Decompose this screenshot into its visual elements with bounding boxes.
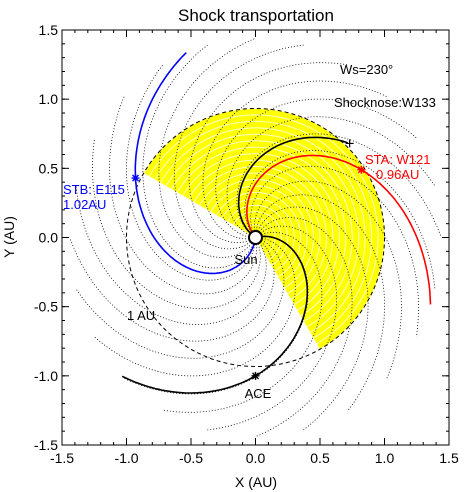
y-tick-label: 0.0 [39,230,59,246]
shock-ring [154,120,373,339]
background-spiral [69,237,275,342]
shock-ring [215,191,302,278]
shock-ring [148,114,379,345]
background-spiral [109,96,258,295]
sun-marker [248,230,263,245]
background-spiral [173,44,304,250]
background-spiral [215,98,417,238]
stb-marker [131,174,140,183]
sta-label-line2: 0.96AU [376,167,419,182]
shock-ring [160,127,366,333]
sta-spiral [246,154,432,305]
x-tick-label: 0.5 [310,450,330,466]
shocknose-spiral [237,136,348,234]
background-spiral [94,237,296,377]
shock-ring [165,133,360,328]
x-tick-label: 1.0 [375,450,395,466]
shock-ring [182,153,340,311]
x-tick-label: 0.0 [246,450,266,466]
one-au-orbit [126,108,385,367]
y-tick-label: 1.5 [39,22,59,38]
background-spirals [69,37,442,438]
stb-label-line1: STB: E115 [63,182,125,197]
background-spiral [236,133,442,238]
axis-ticks: -1.5 -1.0 -0.5 0.0 0.5 1.0 1.5 -1.5 -1.0 -0.5 0.0 0… [34,22,459,466]
orbit-circle [126,108,385,367]
shock-sector [143,108,385,350]
background-spiral [75,185,267,325]
background-spiral [257,206,369,431]
orbit-label: 1 AU [127,308,155,323]
y-axis-label: Y (AU) [1,216,17,258]
sta-label-line1: STA: W121 [365,152,431,167]
spacecraft-spirals [121,52,432,394]
background-spiral [255,217,353,438]
y-tick-label: -0.5 [34,299,58,315]
solar-wind-speed-label: Ws=230° [340,62,393,77]
x-tick-label: -1.0 [114,450,138,466]
background-spiral [92,137,261,310]
background-spiral [142,44,254,269]
shock-ring [171,140,353,322]
shock-ring [232,211,282,261]
x-tick-label: -1.5 [50,450,74,466]
background-spiral [250,165,419,338]
ace-spiral [121,235,309,394]
sta-marker [357,165,366,174]
shock-ring [199,172,321,294]
shock-sector-fill [143,108,385,350]
ace-label: ACE [245,386,272,401]
x-tick-label: 1.5 [439,450,459,466]
background-spiral [244,150,436,290]
y-tick-label: -1.5 [34,437,58,453]
shocknose-marker [345,139,354,148]
ace-marker [251,371,260,380]
shock-ring [176,146,347,317]
stb-label-line2: 1.02AU [63,197,106,212]
y-tick-label: 1.0 [39,91,59,107]
shock-ring [221,198,295,272]
background-spiral [158,37,256,258]
shock-ring [193,166,327,300]
shocknose-label: Shocknose:W133 [334,95,436,110]
chart-title: Shock transportation [178,6,334,25]
markers [131,139,366,380]
y-tick-label: 0.5 [39,160,59,176]
background-spiral [253,180,402,379]
stb-spiral [134,52,255,275]
shock-ring [204,178,315,289]
shock-ring [188,159,334,305]
y-tick-label: -1.0 [34,368,58,384]
sun-label: Sun [234,252,257,267]
x-tick-label: -0.5 [179,450,203,466]
background-spiral [207,225,338,431]
x-axis-label: X (AU) [235,474,277,490]
